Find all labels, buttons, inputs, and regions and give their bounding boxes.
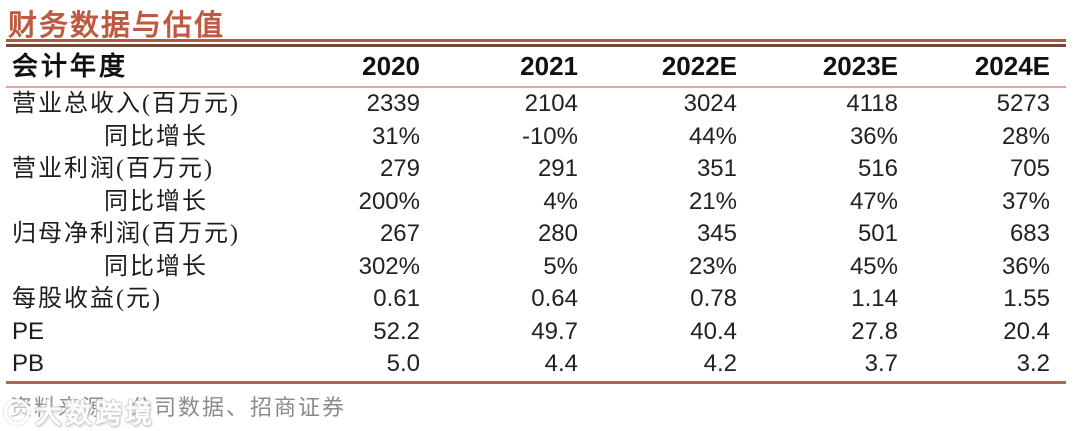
cell-value: 1.55	[1003, 285, 1050, 312]
cell-value: 267	[379, 220, 420, 247]
cell-value: 3.7	[864, 350, 898, 377]
cell-value: 501	[857, 220, 898, 247]
cell-value: 44%	[688, 122, 737, 150]
title-underline	[6, 39, 1066, 42]
cell-value: 279	[379, 155, 420, 182]
cell-value: 291	[537, 155, 578, 182]
cell-value: 683	[1009, 220, 1050, 247]
financial-valuation-table: 会计年度 2020 2021 2022E 2023E 2024E 营业总收入(百…	[6, 44, 1066, 384]
cell-value: 36%	[1001, 252, 1050, 280]
cell-value: 47%	[849, 187, 898, 215]
cell-value: 31%	[371, 122, 420, 150]
table-row: PE 52.2 49.7 40.4 27.8 20.4	[6, 316, 1066, 349]
cell-value: 4.4	[544, 350, 578, 377]
table-row: 每股收益(元) 0.61 0.64 0.78 1.14 1.55	[6, 283, 1066, 316]
table-row: PB 5.0 4.4 4.2 3.7 3.2	[6, 348, 1066, 382]
row-label-operating-profit: 营业利润(百万元)	[12, 156, 214, 182]
cell-value: -10%	[521, 122, 578, 150]
table-row: 营业总收入(百万元) 2339 2104 3024 4118 5273	[6, 87, 1066, 121]
page-title: 财务数据与估值	[8, 10, 226, 42]
row-label-eps: 每股收益(元)	[12, 286, 162, 312]
cell-value: 0.61	[373, 285, 420, 312]
cell-value: 3024	[683, 90, 737, 117]
table-row: 同比增长 31% -10% 44% 36% 28%	[6, 121, 1066, 154]
cell-value: 302%	[358, 252, 420, 280]
row-label-pe: PE	[12, 317, 45, 345]
cell-value: 345	[696, 220, 737, 247]
table-row: 归母净利润(百万元) 267 280 345 501 683	[6, 218, 1066, 251]
row-label-total-revenue: 营业总收入(百万元)	[12, 91, 240, 117]
cell-value: 27.8	[851, 317, 898, 345]
cell-value: 0.64	[531, 285, 578, 312]
cell-value: 4%	[543, 187, 578, 215]
row-label-yoy-growth: 同比增长	[104, 123, 208, 150]
cell-value: 200%	[358, 187, 420, 215]
column-header-2023e: 2023E	[737, 45, 898, 88]
cell-value: 5.0	[386, 350, 420, 377]
column-header-2024e: 2024E	[898, 45, 1066, 88]
cell-value: 516	[857, 155, 898, 182]
cell-value: 5273	[996, 90, 1050, 117]
cell-value: 23%	[688, 252, 737, 280]
cell-value: 21%	[688, 187, 737, 215]
column-header-fiscal-year: 会计年度	[6, 45, 262, 88]
cell-value: 40.4	[690, 317, 737, 345]
column-header-2021: 2021	[420, 45, 578, 88]
column-header-2022e: 2022E	[578, 45, 737, 88]
cell-value: 28%	[1001, 122, 1050, 150]
cell-value: 2104	[524, 90, 578, 117]
cell-value: 3.2	[1016, 350, 1050, 377]
cell-value: 1.14	[851, 285, 898, 312]
table-row: 营业利润(百万元) 279 291 351 516 705	[6, 153, 1066, 186]
row-label-yoy-growth: 同比增长	[104, 188, 208, 215]
source-attribution: 资料来源：公司数据、招商证券	[10, 395, 347, 420]
cell-value: 351	[696, 155, 737, 182]
cell-value: 705	[1009, 155, 1050, 182]
row-label-net-profit: 归母净利润(百万元)	[12, 221, 240, 247]
cell-value: 45%	[849, 252, 898, 280]
cell-value: 52.2	[373, 317, 420, 345]
row-label-pb: PB	[12, 350, 45, 377]
cell-value: 4.2	[703, 350, 737, 377]
cell-value: 36%	[849, 122, 898, 150]
cell-value: 4118	[846, 90, 898, 117]
column-header-2020: 2020	[262, 45, 420, 88]
table-row: 同比增长 302% 5% 23% 45% 36%	[6, 251, 1066, 284]
cell-value: 37%	[1001, 187, 1050, 215]
table-header-row: 会计年度 2020 2021 2022E 2023E 2024E	[6, 45, 1066, 88]
table-row: 同比增长 200% 4% 21% 47% 37%	[6, 186, 1066, 219]
cell-value: 20.4	[1003, 317, 1050, 345]
cell-value: 280	[537, 220, 578, 247]
cell-value: 0.78	[690, 285, 737, 312]
row-label-yoy-growth: 同比增长	[104, 253, 208, 280]
cell-value: 49.7	[531, 317, 578, 345]
cell-value: 5%	[543, 252, 578, 280]
cell-value: 2339	[366, 90, 420, 117]
